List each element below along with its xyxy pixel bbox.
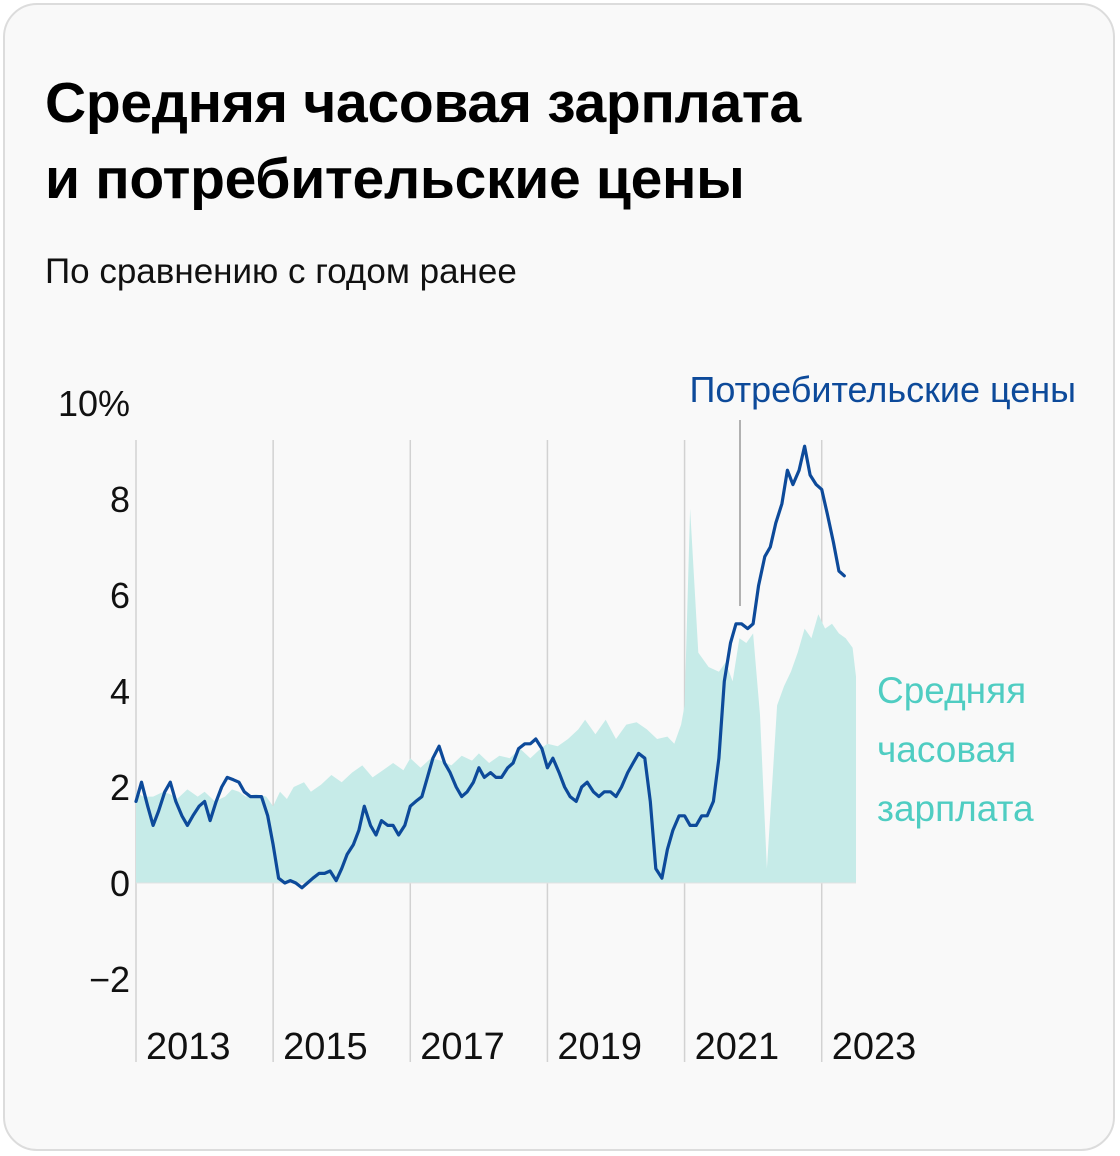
x-tick-label-2013: 2013 <box>146 1026 231 1068</box>
y-tick-label: 4 <box>110 671 130 712</box>
wage-area <box>136 508 856 883</box>
y-axis-ticks: 10% 8 6 4 2 0 −2 <box>58 383 130 1000</box>
y-tick-label: 2 <box>110 767 130 808</box>
chart-title-line2: и потребительские цены <box>45 147 745 211</box>
x-tick-label-2023: 2023 <box>832 1026 917 1068</box>
x-tick-label-2015: 2015 <box>283 1026 368 1068</box>
cpi-line-layer <box>134 444 846 890</box>
y-tick-label: 0 <box>110 863 130 904</box>
chart-title: Средняя часовая зарплата и потребительск… <box>45 65 801 217</box>
annotations: Потребительские цены Средняя часовая зар… <box>689 369 1076 829</box>
y-tick-label: 10% <box>58 383 130 424</box>
cpi-series-label: Потребительские цены <box>689 369 1076 410</box>
x-tick-label-2021: 2021 <box>695 1026 780 1068</box>
chart-subtitle: По сравнению с годом ранее <box>45 252 517 291</box>
chart-title-line1: Средняя часовая зарплата <box>45 71 801 135</box>
y-tick-label: −2 <box>89 959 130 1000</box>
cpi-line <box>134 444 846 890</box>
x-tick-label-2019: 2019 <box>557 1026 642 1068</box>
y-tick-label: 6 <box>110 575 130 616</box>
x-tick-label-2017: 2017 <box>420 1026 505 1068</box>
wage-series-label-line3: зарплата <box>877 788 1034 829</box>
chart-card: Средняя часовая зарплата и потребительск… <box>3 3 1115 1151</box>
x-axis-ticks: 2013 2015 2017 2019 2021 2023 <box>146 1026 916 1068</box>
wage-area-layer <box>136 508 856 883</box>
y-tick-label: 8 <box>110 479 130 520</box>
wage-series-label-line1: Средняя <box>877 670 1026 711</box>
wage-series-label-line2: часовая <box>877 729 1016 770</box>
